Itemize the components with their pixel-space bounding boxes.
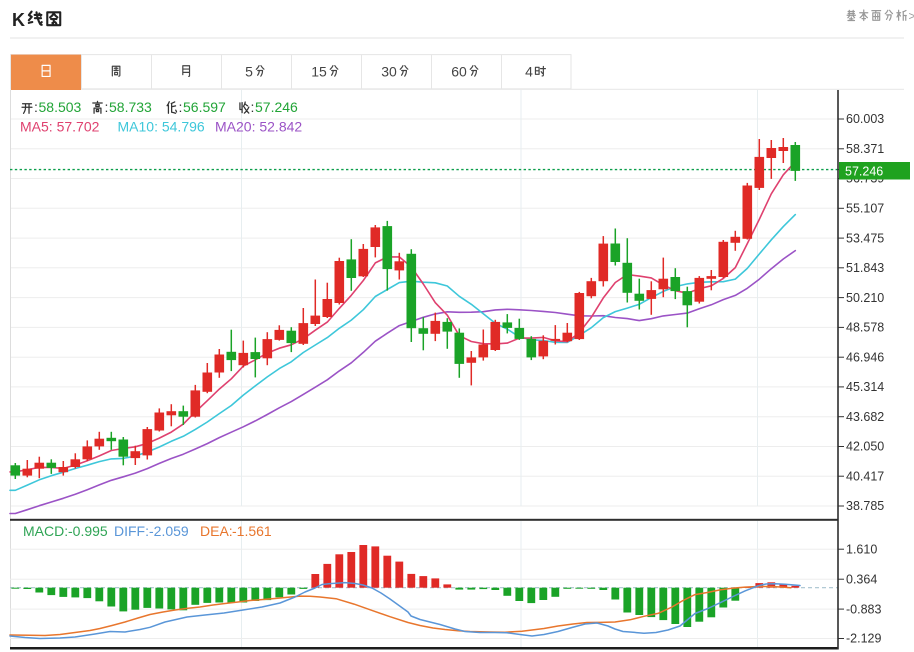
svg-text:58.503: 58.503 (39, 99, 82, 115)
svg-text:-1.561: -1.561 (232, 523, 272, 539)
svg-text:58.371: 58.371 (846, 142, 884, 156)
svg-text:57.246: 57.246 (255, 99, 298, 115)
svg-text:-2.129: -2.129 (846, 632, 881, 646)
svg-text:DEA:: DEA: (200, 523, 233, 539)
svg-text::: : (34, 99, 38, 115)
svg-text:58.733: 58.733 (109, 99, 152, 115)
svg-text:-0.995: -0.995 (68, 523, 108, 539)
svg-text:-2.059: -2.059 (149, 523, 189, 539)
svg-text::: : (105, 99, 109, 115)
svg-text:MACD:: MACD: (23, 523, 68, 539)
svg-text:53.475: 53.475 (846, 231, 884, 245)
svg-text::: : (179, 99, 183, 115)
svg-text:43.682: 43.682 (846, 410, 884, 424)
svg-text:46.946: 46.946 (846, 350, 884, 364)
svg-text:MA5: 57.702: MA5: 57.702 (20, 119, 100, 135)
svg-text:DIFF:: DIFF: (114, 523, 149, 539)
svg-text:56.597: 56.597 (183, 99, 226, 115)
svg-text:60: 60 (451, 64, 467, 80)
svg-text:57.246: 57.246 (845, 165, 883, 179)
svg-text:38.785: 38.785 (846, 499, 884, 513)
svg-text:42.050: 42.050 (846, 440, 884, 454)
svg-text:30: 30 (381, 64, 397, 80)
svg-text:48.578: 48.578 (846, 321, 884, 335)
svg-text:4: 4 (525, 64, 533, 80)
svg-text:5: 5 (245, 64, 253, 80)
svg-text:45.314: 45.314 (846, 380, 884, 394)
svg-text:-0.883: -0.883 (846, 602, 881, 616)
svg-text:0.364: 0.364 (846, 572, 877, 586)
svg-text:55.107: 55.107 (846, 202, 884, 216)
svg-text:51.843: 51.843 (846, 261, 884, 275)
svg-text:60.003: 60.003 (846, 112, 884, 126)
svg-text:K: K (12, 10, 25, 30)
svg-text:MA10: 54.796: MA10: 54.796 (118, 119, 205, 135)
svg-text:50.210: 50.210 (846, 291, 884, 305)
svg-text:40.417: 40.417 (846, 469, 884, 483)
svg-text:>: > (909, 9, 914, 23)
svg-text:15: 15 (311, 64, 327, 80)
svg-text:1.610: 1.610 (846, 542, 877, 556)
svg-text::: : (251, 99, 255, 115)
svg-text:MA20: 52.842: MA20: 52.842 (215, 119, 302, 135)
